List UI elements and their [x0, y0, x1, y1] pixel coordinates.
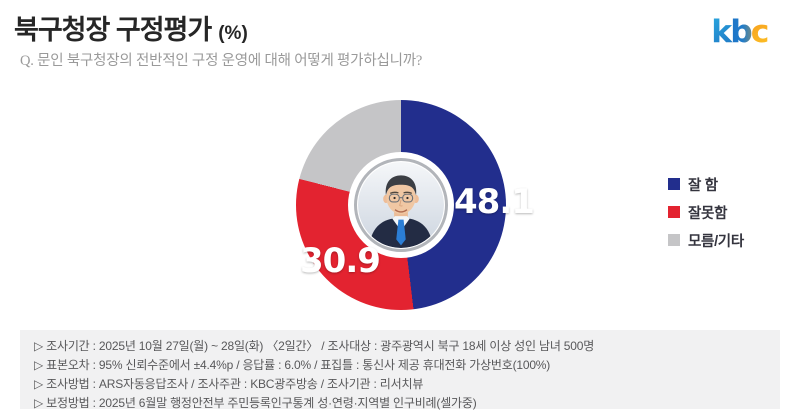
legend-item-unknown: 모름/기타 [668, 233, 744, 250]
methodology-box: ▷ 조사기간 : 2025년 10월 27일(월) ~ 28일(화) 〈2일간〉… [20, 330, 780, 411]
legend-item-poorly: 잘못함 [668, 205, 744, 222]
legend-label-well: 잘 함 [688, 177, 718, 194]
donut-chart-area: 48.1 30.9 [296, 100, 535, 310]
legend-item-well: 잘 함 [668, 177, 744, 194]
donut-hole [348, 152, 454, 258]
page-title-text: 북구청장 구정평가 [14, 15, 212, 45]
chart-legend: 잘 함 잘못함 모름/기타 [668, 177, 744, 261]
value-label-well: 48.1 [454, 182, 535, 222]
methodology-line-weighting: ▷ 보정방법 : 2025년 6월말 행정안전부 주민등록인구통계 성·연령·지… [34, 396, 477, 411]
kbc-logo-text: kbc [711, 14, 767, 50]
page-title: 북구청장 구정평가 (%) [14, 8, 248, 47]
legend-label-poorly: 잘못함 [688, 205, 728, 222]
mayor-portrait-photo [358, 162, 444, 248]
portrait-frame [354, 158, 448, 252]
methodology-line-period: ▷ 조사기간 : 2025년 10월 27일(월) ~ 28일(화) 〈2일간〉… [34, 339, 595, 353]
kbc-logo: kbc [711, 14, 769, 50]
survey-question: Q. 문인 북구청장의 전반적인 구정 운영에 대해 어떻게 평가하십니까? [20, 53, 423, 69]
legend-swatch-red [668, 206, 680, 218]
legend-swatch-gray [668, 234, 680, 246]
methodology-line-method: ▷ 조사방법 : ARS자동응답조사 / 조사주관 : KBC광주방송 / 조사… [34, 377, 424, 392]
legend-swatch-blue [668, 178, 680, 190]
methodology-line-error: ▷ 표본오차 : 95% 신뢰수준에서 ±4.4%p / 응답률 : 6.0% … [34, 358, 551, 373]
value-label-poorly: 30.9 [300, 241, 381, 281]
legend-label-unknown: 모름/기타 [688, 233, 744, 250]
page-title-unit: (%) [218, 23, 248, 44]
